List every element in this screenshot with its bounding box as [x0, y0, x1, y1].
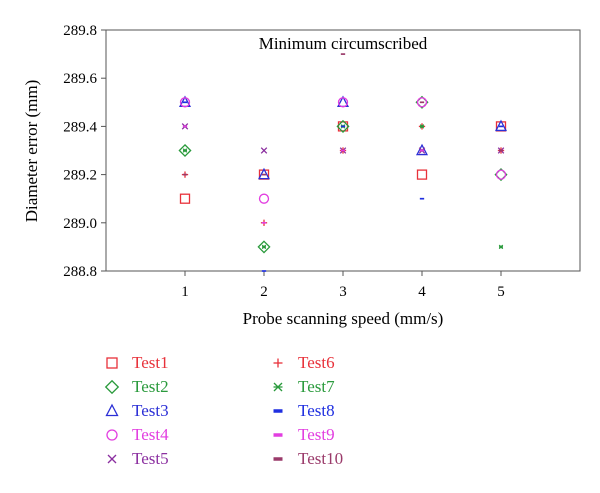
data-points	[178, 53, 508, 272]
legend-symbol	[107, 454, 117, 464]
legend-symbol	[104, 379, 120, 395]
legend-marker-icon	[105, 403, 119, 417]
chart-title: Minimum circumscribed	[259, 34, 428, 53]
data-point-test1	[416, 169, 428, 180]
data-point-test7	[182, 148, 188, 153]
data-point-test8	[261, 270, 267, 272]
x-tick-label: 5	[497, 284, 505, 300]
data-point-test7	[419, 124, 425, 129]
y-tick-label: 289.8	[63, 23, 97, 39]
data-point-test2	[178, 143, 192, 158]
data-point-test4	[495, 169, 507, 180]
legend-marker-icon	[273, 457, 283, 461]
x-tick-label: 1	[181, 284, 189, 300]
data-point-test9	[340, 149, 346, 152]
y-tick-label: 289.0	[63, 216, 97, 232]
legend-marker-icon	[273, 433, 283, 437]
data-point-test9	[419, 149, 425, 152]
legend-symbol	[105, 403, 119, 417]
legend-marker-icon	[273, 358, 283, 368]
y-tick-label: 289.2	[63, 168, 97, 184]
data-point-test3	[494, 119, 508, 132]
x-tick-label: 3	[339, 284, 347, 300]
data-point-test7	[261, 244, 267, 250]
scatter-chart: 288.8 289.0 289.2 289.4 289.6 289.8 1 2 3 4 5 Min…	[22, 23, 581, 328]
data-point-test4	[416, 97, 428, 108]
data-point-test10	[182, 173, 188, 176]
legend-label: Test6	[298, 353, 335, 372]
data-point-test5	[260, 147, 268, 154]
data-point-test8	[340, 125, 346, 128]
legend-marker-icon	[273, 382, 283, 392]
y-axis: 288.8 289.0 289.2 289.4 289.6 289.8	[63, 23, 106, 280]
data-point-test1	[179, 193, 191, 204]
data-point-test10	[498, 149, 504, 152]
y-tick-label: 289.6	[63, 71, 97, 87]
legend-label: Test5	[132, 449, 169, 468]
legend-symbol	[273, 382, 283, 392]
legend-marker-icon	[106, 357, 118, 369]
legend-label: Test1	[132, 353, 169, 372]
data-point-test1	[337, 121, 349, 132]
data-point-test4	[337, 97, 349, 108]
data-point-test2	[336, 119, 350, 133]
legend-marker-icon	[107, 454, 117, 464]
data-point-test3	[257, 167, 271, 180]
x-tick-label: 2	[260, 284, 268, 300]
legend-label: Test8	[298, 401, 335, 420]
y-tick-label: 289.4	[63, 119, 97, 135]
legend-marker-icon	[104, 379, 120, 395]
legend-label: Test4	[132, 425, 169, 444]
legend-symbol	[273, 433, 283, 437]
data-point-test2	[257, 240, 271, 254]
legend-symbol	[106, 357, 118, 369]
legend-symbol	[273, 358, 283, 368]
data-point-test9	[182, 125, 188, 128]
x-axis: 1 2 3 4 5	[181, 271, 505, 300]
data-point-test10	[419, 101, 425, 104]
data-point-test8	[419, 197, 425, 200]
legend-symbol	[106, 429, 118, 441]
data-point-test8	[498, 125, 504, 128]
legend-label: Test9	[298, 425, 335, 444]
data-point-test3	[415, 143, 429, 156]
legend-label: Test2	[132, 377, 169, 396]
data-point-test10	[261, 173, 267, 176]
legend-label: Test7	[298, 377, 335, 396]
legend-label: Test10	[298, 449, 344, 468]
data-point-test4	[179, 97, 191, 108]
legend-label: Test3	[132, 401, 169, 420]
data-point-test7	[498, 244, 504, 250]
legend-symbol	[273, 409, 283, 413]
x-axis-label: Probe scanning speed (mm/s)	[243, 309, 444, 328]
legend-marker-icon	[273, 409, 283, 413]
y-axis-label: Diameter error (mm)	[22, 80, 41, 223]
data-point-test4	[258, 193, 270, 204]
legend-symbol	[273, 457, 283, 461]
x-tick-label: 4	[418, 284, 426, 300]
data-point-test9	[261, 221, 267, 224]
legend-marker-icon	[106, 429, 118, 441]
y-tick-label: 288.8	[63, 264, 97, 280]
data-point-test10	[340, 53, 346, 55]
data-point-test8	[182, 101, 188, 104]
